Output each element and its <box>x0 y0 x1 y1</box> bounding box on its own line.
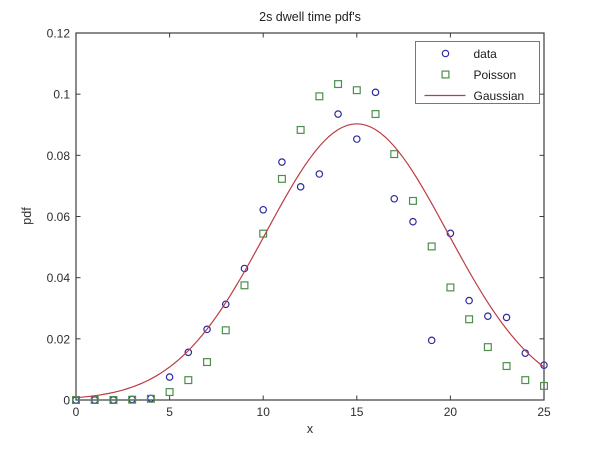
gaussian-curve <box>75 123 545 399</box>
legend-circle-marker <box>441 49 450 58</box>
data-point-circle <box>221 300 230 309</box>
poisson-point-square <box>203 358 212 367</box>
legend-frame[interactable] <box>415 41 540 104</box>
poisson-point-square <box>502 362 511 371</box>
poisson-point-square <box>371 110 380 119</box>
x-tick-label: 10 <box>257 405 271 419</box>
legend-box[interactable]: data Poisson Gaussian <box>415 41 540 104</box>
x-tick-label: 15 <box>350 405 364 419</box>
poisson-point-square <box>240 281 249 290</box>
poisson-point-square <box>146 394 155 403</box>
y-tick-label: 0 <box>63 394 70 408</box>
poisson-point-square <box>352 86 361 95</box>
poisson-point-square <box>521 376 530 385</box>
legend-entry-label: Gaussian <box>474 89 525 103</box>
y-tick-label: 0.08 <box>47 149 71 163</box>
poisson-point-square <box>446 283 455 292</box>
data-point-circle <box>427 336 436 345</box>
data-point-circle <box>165 373 174 381</box>
x-axis-label: x <box>307 422 314 436</box>
y-tick-label: 0.12 <box>47 27 71 41</box>
poisson-point-square <box>71 396 80 405</box>
data-point-circle <box>147 394 155 403</box>
y-tick-label: 0.04 <box>47 271 71 285</box>
x-tick-label: 0 <box>73 405 80 419</box>
poisson-point-square <box>277 174 286 183</box>
data-point-circle <box>484 312 492 321</box>
data-point-circle <box>465 296 473 305</box>
y-axis-label: pdf <box>20 207 34 225</box>
data-point-circle <box>184 348 193 357</box>
y-tick-label: 0.06 <box>47 210 71 224</box>
y-tick-label: 0.02 <box>47 332 71 346</box>
data-point-circle <box>203 325 211 334</box>
data-point-circle <box>259 205 268 214</box>
data-point-circle <box>352 135 361 143</box>
poisson-point-square <box>90 396 99 405</box>
data-point-circle <box>371 88 380 97</box>
legend-square-marker <box>441 70 450 79</box>
data-point-circle <box>128 395 136 404</box>
data-point-circle <box>334 110 342 118</box>
poisson-point-square <box>427 242 436 251</box>
chart-title: 2s dwell time pdf's <box>259 10 361 24</box>
data-point-circle <box>409 217 417 226</box>
plot-area: 0 5 10 15 20 25 0 0.02 0.04 0.06 0.08 0.1 0.12 <box>47 27 551 420</box>
poisson-point-square <box>165 388 174 397</box>
y-tick-label: 0.1 <box>53 88 70 102</box>
poisson-point-square <box>539 381 548 390</box>
poisson-point-square <box>390 150 399 159</box>
data-point-circle <box>390 194 399 203</box>
poisson-point-square <box>109 396 118 405</box>
data-point-circle <box>278 158 286 166</box>
data-point-circle <box>315 170 324 178</box>
legend-entry-label: data <box>474 47 498 61</box>
poisson-point-square <box>221 326 230 335</box>
x-tick-label: 20 <box>444 405 458 419</box>
poisson-point-square <box>184 376 193 385</box>
x-tick-label: 5 <box>166 405 173 419</box>
poisson-point-square <box>465 315 474 324</box>
poisson-point-square <box>483 343 492 352</box>
poisson-point-square <box>334 80 343 89</box>
poisson-point-square <box>296 125 305 134</box>
legend-entry-label: Poisson <box>474 68 517 82</box>
x-tick-label: 25 <box>537 405 551 419</box>
poisson-point-square <box>315 92 324 101</box>
data-point-circle <box>296 183 305 191</box>
poisson-point-square <box>128 395 137 404</box>
poisson-point-square <box>408 196 417 205</box>
data-point-circle <box>502 313 511 322</box>
